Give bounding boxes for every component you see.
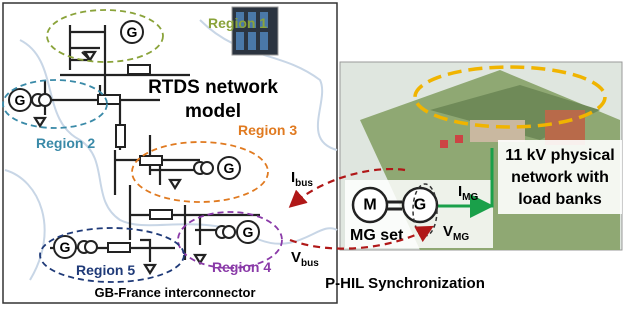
region-label: Region 4 <box>212 259 271 275</box>
panel-title: model <box>185 101 241 122</box>
network-label: 11 kV physical <box>505 147 614 164</box>
physical-panel: 11 kV physical network with load banks M… <box>340 62 622 250</box>
generator-label: G <box>224 160 235 176</box>
generator-label: G <box>243 224 254 240</box>
generator-label: G <box>15 92 26 108</box>
symbol: V <box>443 223 453 240</box>
mg-set-label: MG set <box>350 227 404 244</box>
interconnector-label: GB-France interconnector <box>94 285 255 300</box>
subscript: MG <box>453 232 469 243</box>
generator-label: G <box>127 24 138 40</box>
sync-label: P-HIL Synchronization <box>325 275 485 292</box>
rtds-panel: G G G G G Region 1 Region 2 Region 3 Reg… <box>3 3 337 303</box>
diagram: G G G G G Region 1 Region 2 Region 3 Reg… <box>0 0 624 308</box>
subscript: bus <box>301 258 319 269</box>
subscript: MG <box>462 192 478 203</box>
network-label: network with <box>511 169 609 186</box>
region-label: Region 1 <box>208 15 267 31</box>
subscript: bus <box>295 178 313 189</box>
panel-title: RTDS network <box>148 77 278 98</box>
page: G G G G G Region 1 Region 2 Region 3 Reg… <box>0 0 624 308</box>
region-label: Region 5 <box>76 262 135 278</box>
region-label: Region 3 <box>238 122 297 138</box>
motor-label: M <box>363 197 376 214</box>
symbol: V <box>291 249 301 266</box>
generator-label: G <box>60 239 71 255</box>
network-label: load banks <box>518 191 602 208</box>
region-label: Region 2 <box>36 135 95 151</box>
generator-label: G <box>414 197 426 214</box>
